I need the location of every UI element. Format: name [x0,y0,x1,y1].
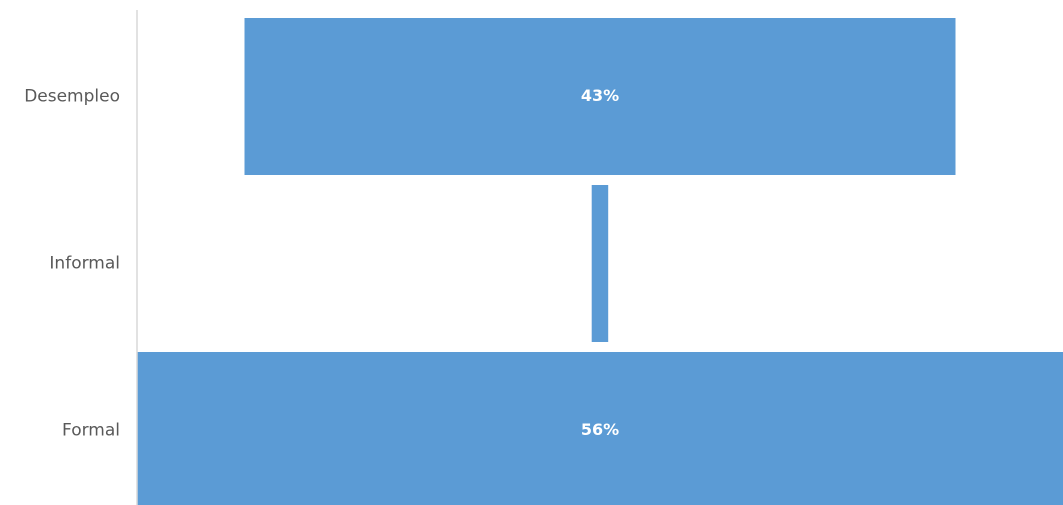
bars-layer [137,18,1063,505]
bar-informal [591,185,609,342]
bar-formal [137,352,1063,505]
bar-desempleo [244,18,956,175]
labels-layer: Desempleo 43% Informal Formal 56% [24,86,619,441]
category-label-desempleo: Desempleo [24,87,120,107]
category-label-formal: Formal [62,421,120,441]
data-label-formal: 56% [581,420,619,439]
data-label-desempleo: 43% [581,86,619,105]
category-label-informal: Informal [49,254,120,274]
